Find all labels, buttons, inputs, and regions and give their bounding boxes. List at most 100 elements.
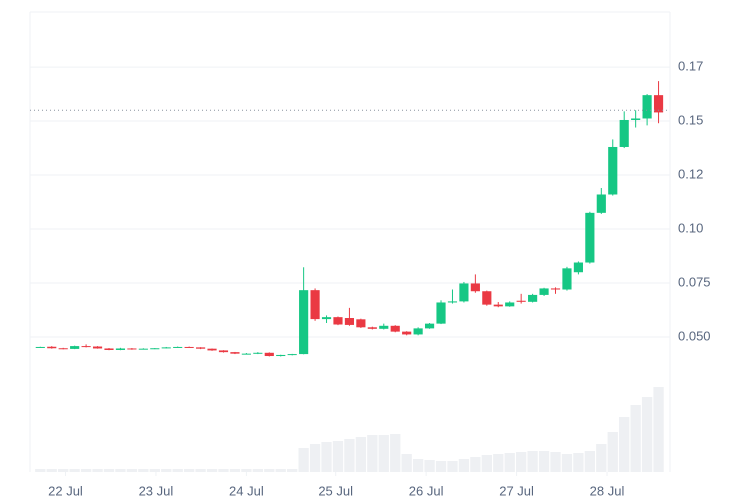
candle-body	[333, 317, 343, 325]
candle-body	[207, 348, 217, 351]
x-tick-label: 23 Jul	[139, 483, 174, 498]
candle-body	[550, 288, 561, 290]
y-tick-label: 0.10	[678, 220, 703, 235]
candle-body	[539, 288, 549, 295]
volume-bar	[470, 457, 481, 472]
candle-body	[390, 325, 400, 332]
y-tick-label: 0.075	[678, 274, 711, 289]
volume-bar	[309, 444, 321, 472]
volume-bar	[516, 452, 527, 472]
candle-body	[608, 146, 618, 195]
candle-body	[127, 348, 137, 350]
volume-bar	[435, 461, 447, 472]
candle-body	[459, 283, 469, 302]
volume-bar	[458, 459, 470, 472]
volume-bar	[332, 441, 344, 472]
y-tick-label: 0.050	[678, 328, 711, 343]
volume-bar	[195, 469, 206, 472]
volume-bar	[390, 434, 401, 472]
y-tick-label: 0.17	[678, 59, 703, 74]
candle-body	[413, 328, 423, 335]
volume-bar	[161, 469, 172, 472]
candle-body	[344, 318, 355, 325]
volume-bar	[550, 452, 561, 472]
candle-body	[367, 327, 377, 329]
volume-bar	[115, 469, 126, 472]
volume-bar	[35, 469, 46, 472]
volume-bar	[447, 461, 458, 472]
volume-bar	[344, 439, 355, 472]
candle-body	[138, 348, 148, 350]
candle-body	[516, 300, 526, 302]
candle-body	[299, 290, 309, 355]
candle-body	[573, 262, 583, 273]
volume-bar	[355, 437, 367, 472]
candle-body	[241, 353, 251, 355]
candle-body	[619, 119, 629, 147]
volume-bar	[321, 442, 332, 472]
candle-body	[287, 354, 297, 356]
candle-body	[104, 348, 114, 350]
candle-body	[218, 350, 229, 353]
candle-body	[196, 347, 206, 349]
x-tick-label: 24 Jul	[229, 483, 264, 498]
candle-body	[321, 317, 332, 320]
candle-body	[70, 346, 80, 349]
candle-body	[81, 346, 91, 348]
volume-bar	[561, 454, 573, 472]
volume-bar	[527, 451, 538, 472]
candle-body	[447, 301, 458, 303]
x-tick-label: 22 Jul	[48, 483, 83, 498]
volume-bar	[229, 469, 241, 472]
volume-bar	[149, 469, 160, 472]
volume-bar	[126, 469, 138, 472]
candle-body	[436, 302, 446, 324]
volume-bar	[504, 453, 515, 472]
volume-bar	[573, 453, 584, 472]
candle-body	[253, 352, 263, 354]
volume-bar	[401, 454, 412, 472]
volume-bar	[481, 455, 492, 472]
candle-body	[424, 323, 435, 329]
volume-bar	[172, 469, 183, 472]
volume-bar	[218, 469, 229, 472]
y-tick-label: 0.15	[678, 112, 703, 127]
volume-bar	[619, 417, 630, 472]
volume-bar	[493, 454, 504, 472]
volume-bar	[367, 435, 378, 472]
volume-bar	[92, 469, 103, 472]
candle-body	[505, 302, 515, 307]
volume-bar	[252, 469, 263, 472]
volume-bar	[103, 469, 115, 472]
candle-body	[35, 346, 45, 348]
volume-bar	[596, 444, 607, 472]
volume-bar	[630, 405, 641, 472]
volume-bar	[287, 469, 298, 472]
candle-body	[379, 325, 389, 329]
volume-bar	[80, 469, 92, 472]
candle-body	[562, 268, 572, 290]
volume-bar	[538, 451, 550, 472]
candle-body	[184, 346, 194, 348]
volume-bar	[241, 469, 252, 472]
volume-bar	[378, 435, 389, 472]
candle-body	[47, 346, 57, 349]
volume-bar	[183, 469, 195, 472]
candle-body	[230, 352, 240, 354]
candle-body	[173, 346, 183, 348]
candle-body	[596, 194, 606, 213]
candle-body	[150, 348, 160, 350]
candle-body	[276, 354, 286, 357]
volume-bar	[584, 451, 596, 472]
volume-bar	[412, 459, 424, 472]
candle-body	[310, 290, 320, 320]
volume-bar	[298, 448, 309, 472]
candle-body	[356, 319, 366, 328]
volume-bar	[264, 469, 275, 472]
candle-body	[631, 118, 641, 120]
volume-bar	[607, 432, 618, 472]
x-tick-label: 27 Jul	[499, 483, 534, 498]
candle-body	[161, 347, 171, 349]
candle-body	[402, 331, 412, 335]
candle-body	[482, 291, 492, 305]
